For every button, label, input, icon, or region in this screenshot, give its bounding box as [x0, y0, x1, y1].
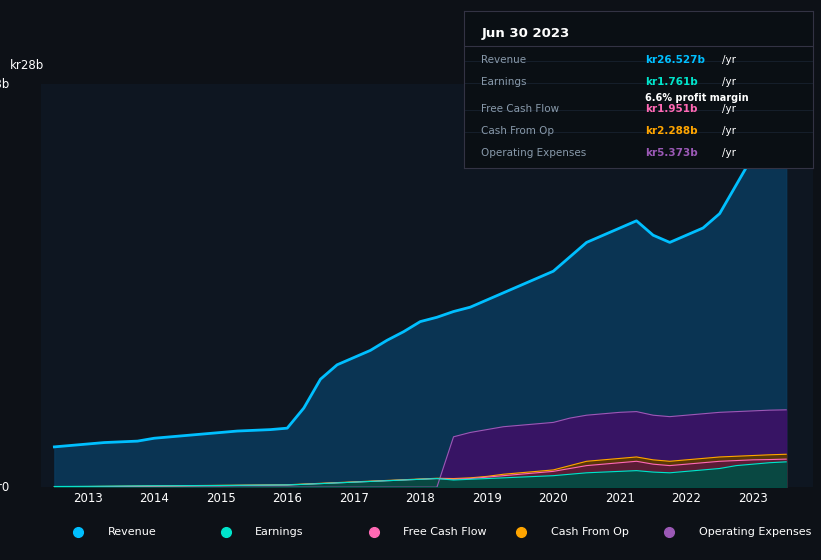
Text: /yr: /yr	[722, 125, 736, 136]
Text: Free Cash Flow: Free Cash Flow	[481, 104, 559, 114]
Text: /yr: /yr	[722, 104, 736, 114]
Text: 6.6% profit margin: 6.6% profit margin	[645, 93, 749, 102]
Text: kr0: kr0	[0, 480, 10, 494]
Text: Earnings: Earnings	[255, 527, 304, 537]
Text: Cash From Op: Cash From Op	[481, 125, 554, 136]
Text: kr1.951b: kr1.951b	[645, 104, 698, 114]
Text: kr28b: kr28b	[0, 77, 10, 91]
Text: Free Cash Flow: Free Cash Flow	[403, 527, 487, 537]
Text: Operating Expenses: Operating Expenses	[481, 148, 586, 157]
Text: Earnings: Earnings	[481, 77, 527, 87]
Text: /yr: /yr	[722, 55, 736, 65]
Text: Cash From Op: Cash From Op	[551, 527, 629, 537]
Text: kr2.288b: kr2.288b	[645, 125, 698, 136]
Text: kr28b: kr28b	[10, 59, 44, 72]
Text: kr5.373b: kr5.373b	[645, 148, 698, 157]
Text: Revenue: Revenue	[108, 527, 156, 537]
Text: kr1.761b: kr1.761b	[645, 77, 698, 87]
Text: /yr: /yr	[722, 148, 736, 157]
Text: Operating Expenses: Operating Expenses	[699, 527, 811, 537]
Text: Jun 30 2023: Jun 30 2023	[481, 27, 570, 40]
Text: /yr: /yr	[722, 77, 736, 87]
Text: Revenue: Revenue	[481, 55, 526, 65]
Text: kr26.527b: kr26.527b	[645, 55, 705, 65]
